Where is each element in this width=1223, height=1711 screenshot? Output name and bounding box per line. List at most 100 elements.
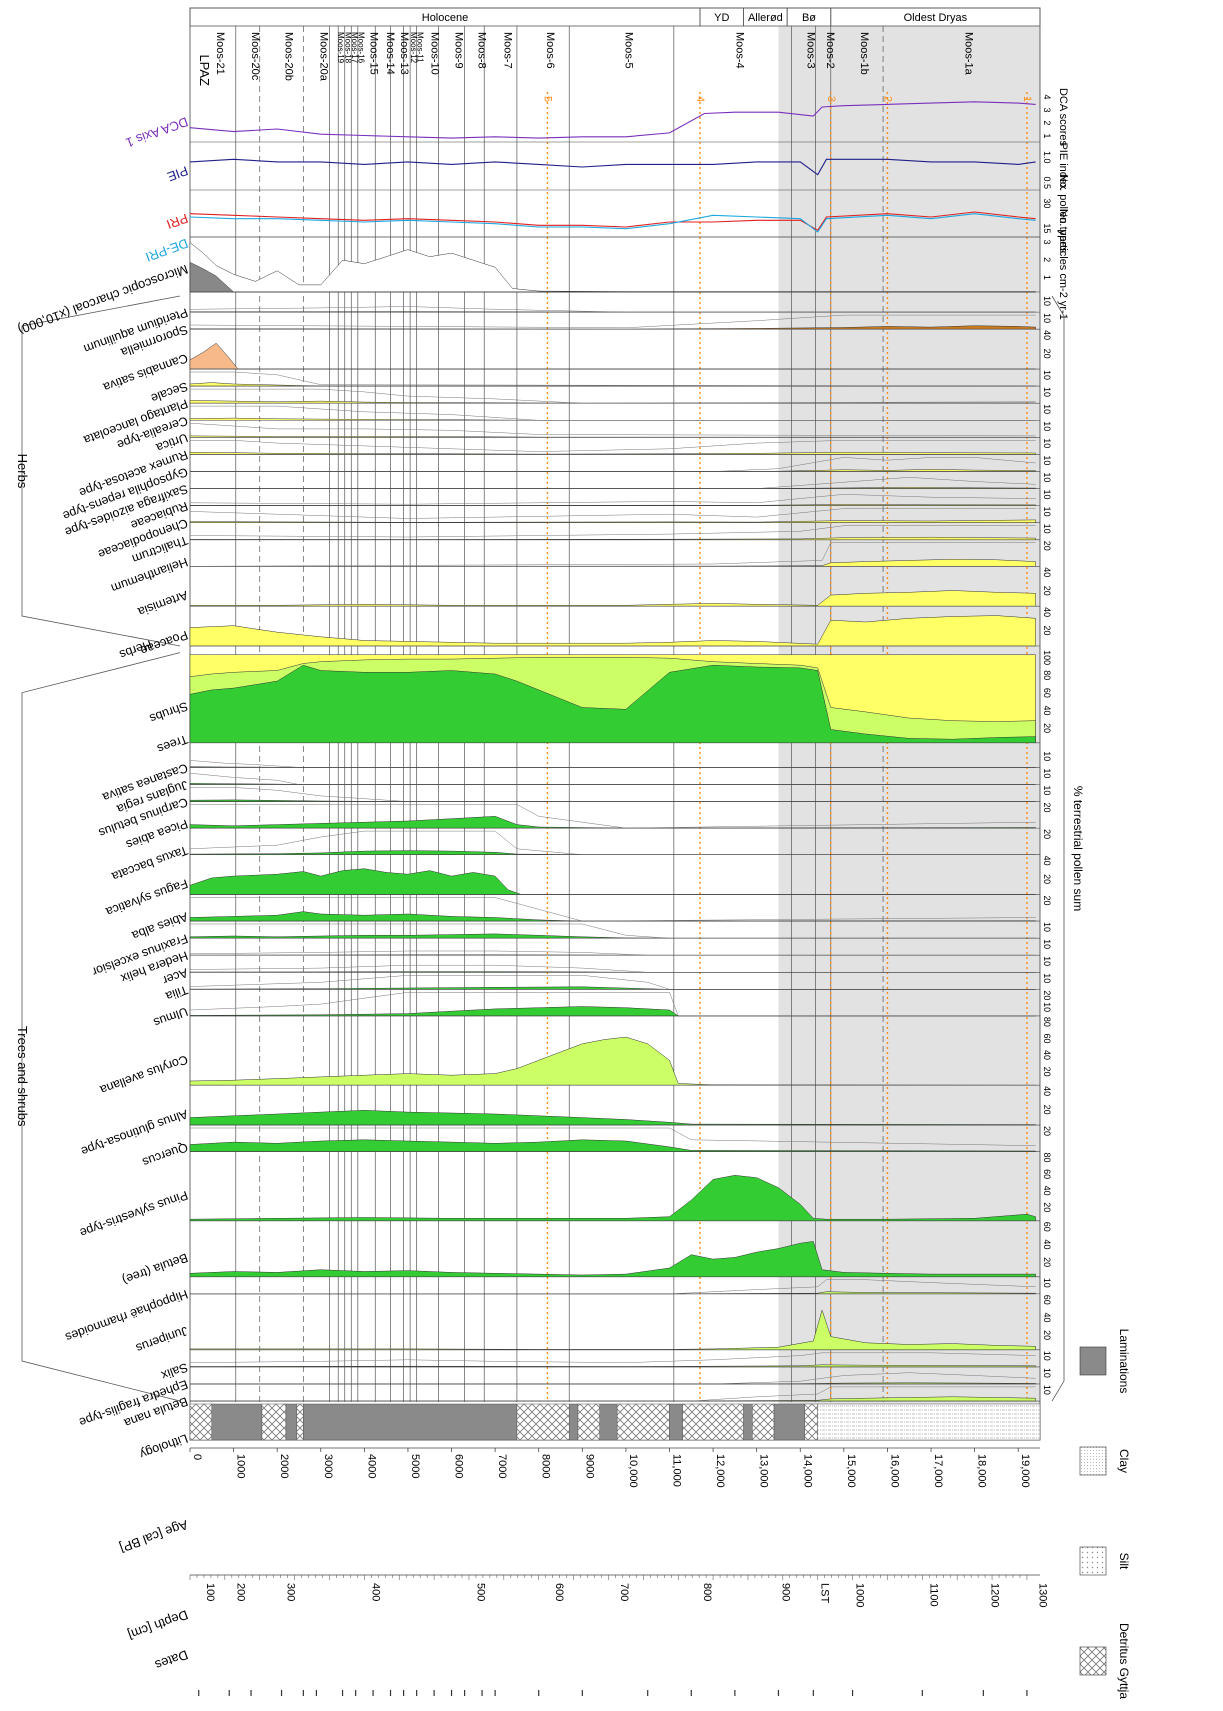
taxon-tick: 20 [1042, 1202, 1052, 1212]
age-tick-label: 12,000 [714, 1454, 726, 1488]
taxon-tick: 10 [1042, 1368, 1052, 1378]
event-label: 2 [881, 96, 893, 102]
chronozone-label: Oldest Dryas [904, 12, 968, 24]
depth-tick-label: 300 [285, 1583, 297, 1601]
taxon-tick: 20 [1042, 1126, 1052, 1136]
taxon-tick: 10 [1042, 313, 1052, 323]
lithology-segment [296, 1403, 304, 1441]
taxon-tick: 10 [1042, 489, 1052, 499]
legend-label: Clay [1117, 1449, 1131, 1473]
depth-tick-label: 400 [370, 1583, 382, 1601]
taxon-tick: 40 [1042, 1086, 1052, 1096]
taxon-curve [189, 452, 1036, 455]
zone-label: Moos-18 [343, 32, 352, 64]
summary-unit-label: No. pollen types [1057, 174, 1069, 253]
taxon-tick: 20 [1042, 895, 1052, 905]
lithology-segment [516, 1403, 570, 1441]
summary-name: PIE [165, 163, 190, 184]
zone-label: Moos-5 [623, 32, 635, 69]
chronozone-cell [830, 7, 1041, 27]
taxon-name: Betula (tree) [120, 1250, 189, 1287]
taxon-curve-exaggeration [189, 494, 1036, 505]
tick-label: 4 [1042, 94, 1052, 99]
zone-label: Moos-1a [963, 32, 975, 76]
depth-tick-label: 700 [618, 1583, 630, 1601]
dates-axis-label: Dates [153, 1647, 191, 1673]
depth-tick-label: 1300 [1037, 1583, 1049, 1607]
taxon-curve-exaggeration [189, 992, 1036, 1017]
taxon-tick: 10 [1042, 421, 1052, 431]
age-tick-label: 9000 [583, 1454, 595, 1478]
taxon-curve [189, 536, 1036, 541]
depth-tick-label: 100 [204, 1583, 216, 1601]
summary-curve-2 [189, 211, 1036, 232]
zone-label: Moos-16 [357, 32, 366, 64]
zone-label: Moos-20a [317, 32, 329, 82]
tick-label: 3 [1042, 107, 1052, 112]
taxon-tick: 10 [1042, 768, 1052, 778]
chronozone-label: Holocene [422, 12, 468, 24]
taxon-tick: 10 [1042, 1278, 1052, 1288]
taxon-tick: 40 [1042, 1050, 1052, 1060]
depth-tick-label: 1200 [989, 1583, 1001, 1607]
taxon-tick: 40 [1042, 607, 1052, 617]
zone-label: Moos-1b [858, 32, 870, 75]
taxon-tick: 10 [1042, 438, 1052, 448]
depth-axis-label: Depth [cm] [126, 1607, 190, 1643]
age-tick-label: 1000 [235, 1454, 247, 1478]
taxon-curve-exaggeration [189, 830, 1036, 855]
lithology-segment [285, 1403, 298, 1441]
taxon-tick: 10 [1042, 296, 1052, 306]
lithology-segment [804, 1403, 818, 1441]
taxon-curve-exaggeration [190, 405, 1036, 421]
taxon-curve-exaggeration [190, 1127, 1036, 1146]
tick-label: 1 [1042, 133, 1052, 138]
depth-tick-label: 200 [235, 1583, 247, 1601]
lithology-segment [599, 1403, 618, 1441]
taxon-tick: 10 [1042, 939, 1052, 949]
tick-label: 1.0 [1042, 151, 1052, 164]
taxon-name: Juniperus [134, 1324, 190, 1356]
taxon-tick: 10 [1042, 472, 1052, 482]
lithology-segment [568, 1403, 579, 1441]
summary-unit-label: No. particles cm-2 yr-1 [1057, 209, 1069, 320]
age-tick-label: 2000 [278, 1454, 290, 1478]
taxon-tick: 10 [1042, 922, 1052, 932]
tick-label: 3 [1042, 239, 1052, 244]
taxon-curve-exaggeration [190, 457, 1036, 472]
age-tick-label: 7000 [496, 1454, 508, 1478]
depth-tick-label: 900 [779, 1583, 791, 1601]
taxon-tick: 20 [1042, 990, 1052, 1000]
taxon-tick: 20 [1042, 723, 1052, 733]
zone-label: Moos-10 [429, 32, 441, 75]
taxon-tick: 20 [1042, 1105, 1052, 1115]
age-tick-label: 5000 [409, 1454, 421, 1478]
taxon-curve [189, 868, 1037, 895]
herbs-bracket [21, 295, 181, 647]
taxon-tick: 80 [1042, 1153, 1052, 1163]
taxon-name: Shrubs [148, 699, 190, 726]
taxon-tick: 60 [1042, 1033, 1052, 1043]
zone-label: Moos-9 [453, 32, 465, 69]
percent-bracket [1051, 295, 1065, 1402]
taxon-curve [189, 1139, 1036, 1152]
taxon-tick: 10 [1042, 785, 1052, 795]
age-tick-label: 16,000 [888, 1454, 900, 1488]
taxon-tick: 10 [1042, 404, 1052, 414]
legend-label: Laminations [1117, 1329, 1131, 1394]
taxon-curve-exaggeration [189, 975, 1036, 990]
taxon-curve [189, 1036, 1036, 1086]
taxon-tick: 10 [1042, 507, 1052, 517]
taxon-tick: 10 [1042, 370, 1052, 380]
taxon-tick: 40 [1042, 1186, 1052, 1196]
taxon-name: Pinus sylvestris-type [78, 1188, 190, 1240]
taxon-tick: 10 [1042, 1351, 1052, 1361]
taxon-name: Corylus avellana [98, 1052, 190, 1097]
strat-label: LPAZ [197, 54, 212, 86]
depth-tick-label: 600 [553, 1583, 565, 1601]
taxon-curve-exaggeration [190, 440, 1036, 452]
lithology-segment [577, 1403, 600, 1441]
taxon-tick: 20 [1042, 349, 1052, 359]
